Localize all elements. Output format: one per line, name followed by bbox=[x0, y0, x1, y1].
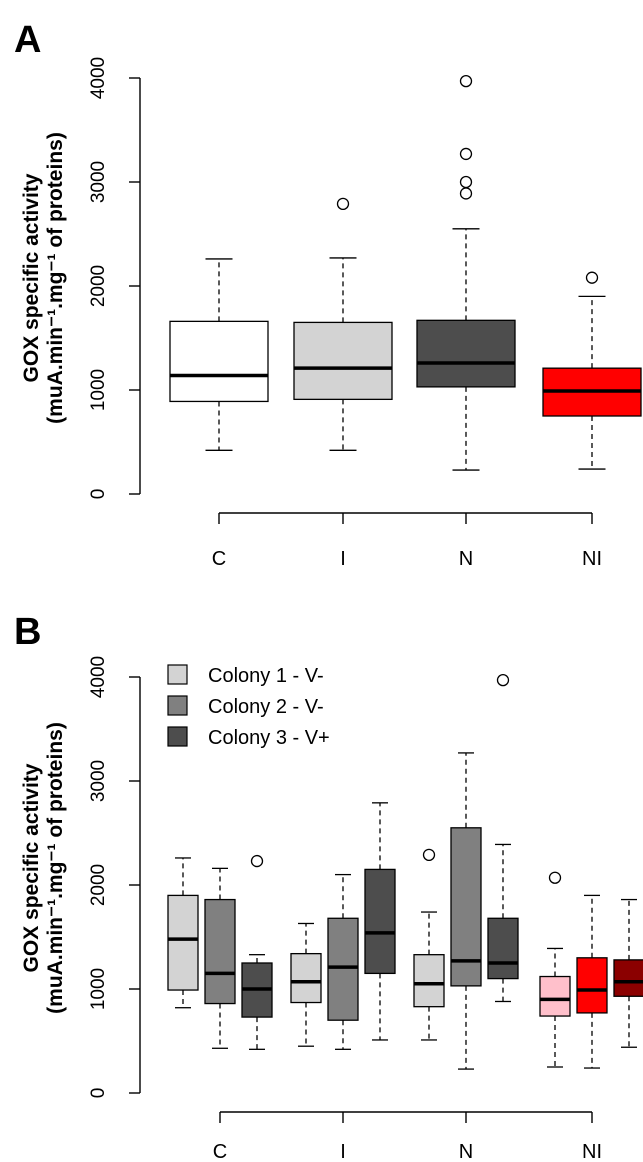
box-iqr bbox=[327, 917, 359, 1021]
box-iqr bbox=[293, 321, 393, 401]
y-axis-title-line2: (muA.min⁻¹.mg⁻¹ of proteins) bbox=[44, 132, 67, 424]
outlier-point bbox=[548, 871, 562, 884]
boxplot-group-b bbox=[167, 673, 643, 1070]
y-tick-label: 4000 bbox=[88, 57, 109, 99]
panel-letter-a: A bbox=[14, 19, 41, 61]
box-iqr bbox=[167, 894, 199, 991]
box-iqr bbox=[539, 975, 571, 1017]
boxplot-NI-colony-1 bbox=[539, 871, 571, 1068]
outlier-point bbox=[250, 854, 264, 868]
y-tick-label: 0 bbox=[88, 489, 109, 500]
x-tick-label: N bbox=[459, 1141, 473, 1162]
x-tick-label: I bbox=[340, 548, 346, 570]
outlier-point bbox=[496, 673, 510, 687]
boxplot-N bbox=[416, 74, 516, 471]
legend: Colony 1 - V- Colony 2 - V- Colony 3 - V… bbox=[167, 664, 330, 749]
boxplot-C-colony-2 bbox=[204, 867, 236, 1049]
boxplot-C-colony-3 bbox=[241, 854, 273, 1050]
legend-label-colony-1: Colony 1 - V- bbox=[208, 665, 324, 687]
y-axis-b: 0 1000 2000 3000 4000 bbox=[88, 656, 141, 1099]
legend-swatch-colony-2 bbox=[167, 695, 188, 716]
legend-label-colony-3: Colony 3 - V+ bbox=[208, 727, 330, 749]
x-axis-a: C I N NI bbox=[212, 512, 602, 570]
y-tick-label: 3000 bbox=[88, 161, 109, 203]
legend-swatch-colony-3 bbox=[167, 726, 188, 747]
box-iqr bbox=[364, 868, 396, 975]
legend-label-colony-2: Colony 2 - V- bbox=[208, 696, 324, 718]
y-tick-label: 3000 bbox=[88, 760, 109, 802]
outlier-point bbox=[585, 271, 599, 284]
boxplot-NI-colony-2 bbox=[576, 894, 608, 1069]
boxplot-C-colony-1 bbox=[167, 857, 199, 1009]
x-tick-label: N bbox=[459, 548, 473, 570]
y-axis-title-line1: GOX specific activity bbox=[20, 763, 43, 972]
outlier-point bbox=[459, 147, 473, 161]
boxplot-N-colony-1 bbox=[413, 848, 445, 1041]
panel-b: B GOX specific activity (muA.min⁻¹.mg⁻¹ … bbox=[14, 611, 643, 1162]
legend-swatch-colony-1 bbox=[167, 664, 188, 685]
panel-letter-b: B bbox=[14, 611, 41, 653]
boxplot-group-a bbox=[169, 74, 642, 471]
y-axis-title-a-line2: (muA.min⁻¹.mg⁻¹ of proteins) bbox=[44, 132, 67, 424]
box-iqr bbox=[413, 954, 445, 1008]
box-iqr bbox=[613, 959, 643, 997]
outlier-point bbox=[336, 197, 350, 210]
outlier-point bbox=[459, 175, 473, 189]
boxplot-I-colony-1 bbox=[290, 922, 322, 1047]
boxplot-I-colony-3 bbox=[364, 802, 396, 1041]
boxplot-NI bbox=[542, 271, 642, 470]
boxplot-I bbox=[293, 197, 393, 451]
box-iqr bbox=[169, 320, 269, 403]
x-tick-label: NI bbox=[582, 548, 602, 570]
box-iqr bbox=[416, 319, 516, 388]
y-axis-a: 0 1000 2000 3000 4000 bbox=[88, 57, 141, 500]
y-axis-title-b: GOX specific activity bbox=[20, 763, 43, 972]
outlier-point bbox=[459, 187, 473, 200]
box-iqr bbox=[204, 898, 236, 1005]
y-axis-title-a: GOX specific activity bbox=[20, 173, 43, 382]
y-tick-label: 1000 bbox=[88, 968, 109, 1010]
box-iqr bbox=[487, 917, 519, 980]
panel-a: A GOX specific activity (muA.min⁻¹.mg⁻¹ … bbox=[14, 19, 642, 570]
box-iqr bbox=[576, 957, 608, 1014]
x-tick-label: C bbox=[213, 1141, 227, 1162]
y-tick-label: 0 bbox=[88, 1088, 109, 1099]
x-axis-b: C I N NI bbox=[213, 1111, 602, 1162]
y-tick-label: 4000 bbox=[88, 656, 109, 698]
y-axis-title-line2: (muA.min⁻¹.mg⁻¹ of proteins) bbox=[44, 722, 67, 1014]
box-iqr bbox=[290, 952, 322, 1004]
outlier-point bbox=[459, 74, 473, 88]
y-tick-label: 2000 bbox=[88, 265, 109, 307]
x-tick-label: C bbox=[212, 548, 226, 570]
y-axis-title-b-line2: (muA.min⁻¹.mg⁻¹ of proteins) bbox=[44, 722, 67, 1014]
y-axis-title-line1: GOX specific activity bbox=[20, 173, 43, 382]
boxplot-NI-colony-3 bbox=[613, 898, 643, 1048]
boxplot-I-colony-2 bbox=[327, 873, 359, 1050]
y-tick-label: 1000 bbox=[88, 369, 109, 411]
x-tick-label: NI bbox=[582, 1141, 602, 1162]
boxplot-C bbox=[169, 258, 269, 451]
boxplot-N-colony-2 bbox=[450, 752, 482, 1070]
boxplot-N-colony-3 bbox=[487, 673, 519, 1003]
outlier-point bbox=[422, 848, 436, 861]
x-tick-label: I bbox=[340, 1141, 346, 1162]
y-tick-label: 2000 bbox=[88, 864, 109, 906]
